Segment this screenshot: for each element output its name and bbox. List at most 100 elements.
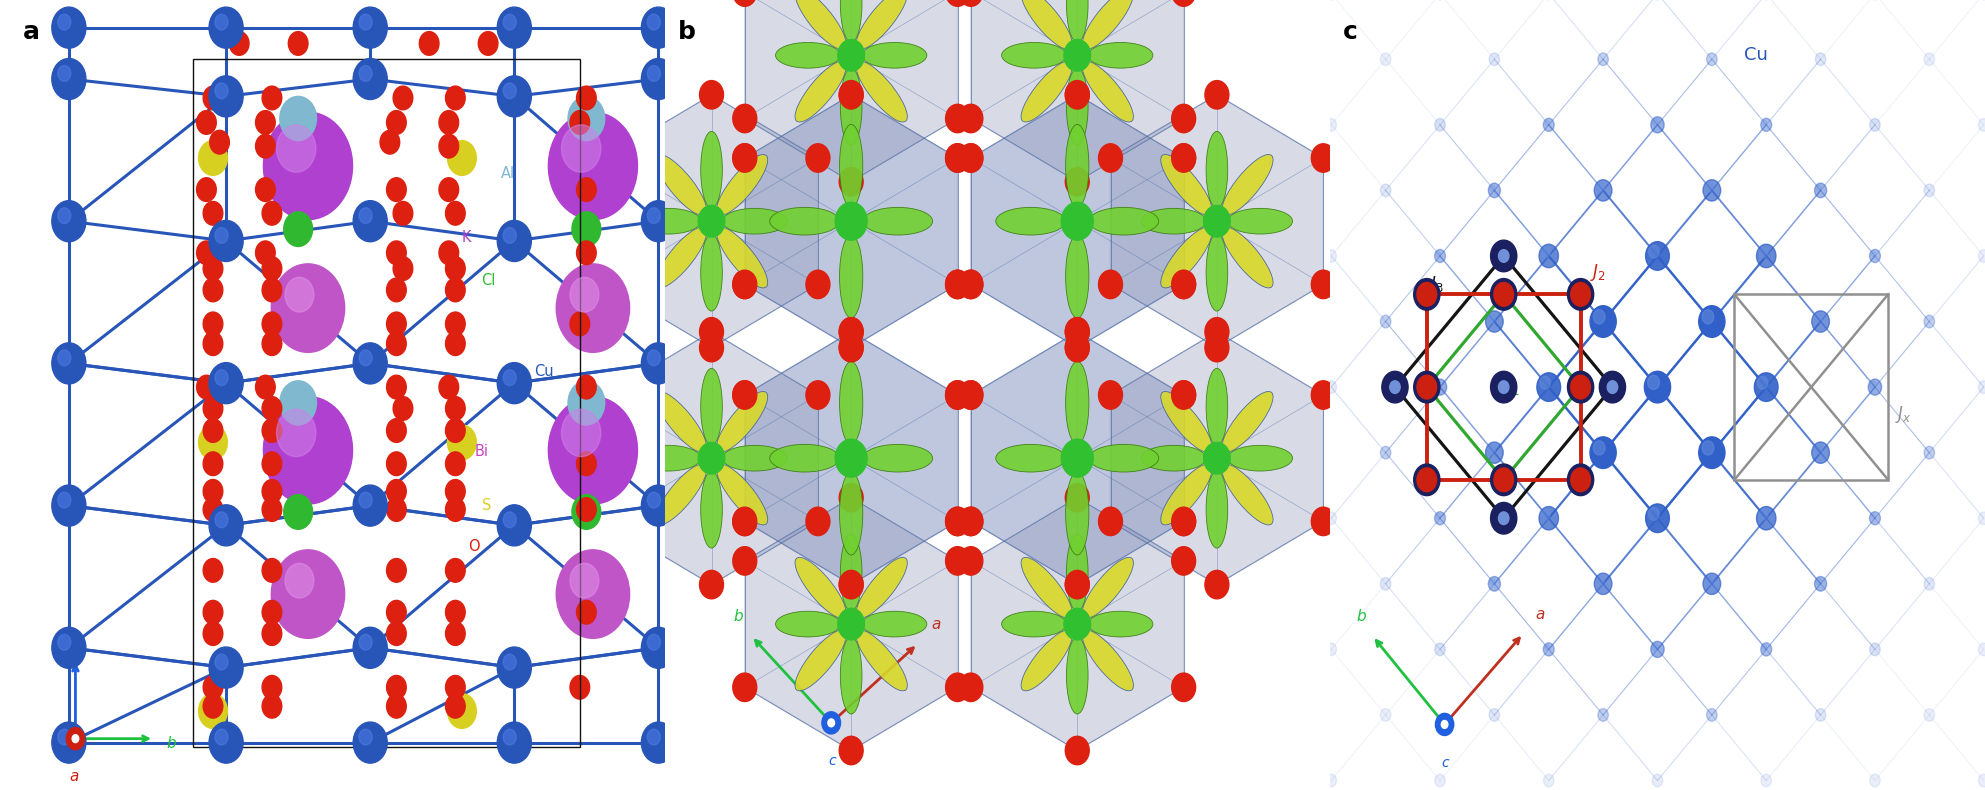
Circle shape xyxy=(208,722,242,763)
Text: $b$: $b$ xyxy=(732,608,744,624)
Circle shape xyxy=(256,178,276,201)
Circle shape xyxy=(1066,570,1090,599)
Circle shape xyxy=(806,270,830,299)
Ellipse shape xyxy=(794,0,846,50)
Circle shape xyxy=(445,559,464,582)
Circle shape xyxy=(1062,202,1094,240)
Circle shape xyxy=(1570,375,1590,399)
Circle shape xyxy=(276,125,316,172)
Text: Cl: Cl xyxy=(482,273,496,288)
Circle shape xyxy=(353,627,387,668)
Ellipse shape xyxy=(701,131,723,209)
Circle shape xyxy=(58,66,71,81)
Circle shape xyxy=(262,86,282,110)
Circle shape xyxy=(387,178,407,201)
Ellipse shape xyxy=(701,234,723,311)
Circle shape xyxy=(58,634,71,650)
Circle shape xyxy=(1646,504,1669,532)
Circle shape xyxy=(1312,270,1336,299)
Circle shape xyxy=(447,425,476,460)
Circle shape xyxy=(262,419,282,442)
Circle shape xyxy=(594,507,617,536)
Circle shape xyxy=(840,318,863,346)
Circle shape xyxy=(1435,643,1445,656)
Circle shape xyxy=(197,111,216,134)
Circle shape xyxy=(1868,379,1882,395)
Circle shape xyxy=(502,14,516,30)
Circle shape xyxy=(393,397,413,420)
Circle shape xyxy=(1066,736,1090,765)
Circle shape xyxy=(945,0,969,6)
Circle shape xyxy=(387,452,407,476)
Circle shape xyxy=(1499,512,1509,525)
Circle shape xyxy=(387,480,407,503)
Ellipse shape xyxy=(1207,471,1227,548)
Circle shape xyxy=(393,201,413,225)
Circle shape xyxy=(556,264,629,352)
Circle shape xyxy=(1650,507,1659,521)
Polygon shape xyxy=(971,498,1183,750)
Ellipse shape xyxy=(1066,68,1088,145)
Ellipse shape xyxy=(1090,207,1159,235)
Circle shape xyxy=(699,333,723,362)
Circle shape xyxy=(1326,512,1336,525)
Circle shape xyxy=(1648,375,1659,389)
Circle shape xyxy=(945,270,969,299)
Circle shape xyxy=(445,452,464,476)
Circle shape xyxy=(572,212,601,246)
Circle shape xyxy=(256,241,276,265)
Polygon shape xyxy=(744,95,957,348)
Ellipse shape xyxy=(1066,0,1088,43)
Circle shape xyxy=(498,363,532,404)
Ellipse shape xyxy=(1066,637,1088,714)
Circle shape xyxy=(1979,250,1985,262)
Ellipse shape xyxy=(861,611,927,637)
Circle shape xyxy=(1644,371,1671,403)
Circle shape xyxy=(1326,774,1336,787)
Circle shape xyxy=(445,332,464,356)
Circle shape xyxy=(198,694,228,728)
Circle shape xyxy=(1757,244,1777,268)
Circle shape xyxy=(502,370,516,386)
Circle shape xyxy=(1540,376,1550,389)
Circle shape xyxy=(1413,371,1439,403)
Circle shape xyxy=(1203,442,1231,474)
Circle shape xyxy=(1870,251,1876,257)
Circle shape xyxy=(1205,318,1229,346)
Circle shape xyxy=(1417,468,1437,491)
Circle shape xyxy=(208,505,242,546)
Circle shape xyxy=(568,96,605,141)
Circle shape xyxy=(1326,643,1336,656)
Circle shape xyxy=(959,144,983,172)
Circle shape xyxy=(1499,381,1509,393)
Circle shape xyxy=(641,722,675,763)
Ellipse shape xyxy=(1066,124,1090,207)
Ellipse shape xyxy=(655,392,707,453)
Circle shape xyxy=(1812,310,1830,333)
Ellipse shape xyxy=(717,155,768,216)
Circle shape xyxy=(1816,185,1822,191)
Ellipse shape xyxy=(717,464,768,525)
Circle shape xyxy=(1979,381,1985,393)
Circle shape xyxy=(647,492,661,508)
Circle shape xyxy=(1568,371,1594,403)
Circle shape xyxy=(1380,184,1391,197)
Circle shape xyxy=(1326,381,1336,393)
Circle shape xyxy=(1491,502,1517,534)
Circle shape xyxy=(276,409,316,457)
Circle shape xyxy=(1761,118,1773,131)
Circle shape xyxy=(1755,373,1779,401)
Circle shape xyxy=(208,7,242,48)
Circle shape xyxy=(262,694,282,718)
Circle shape xyxy=(822,712,840,734)
Text: $J_1$: $J_1$ xyxy=(1503,377,1521,397)
Circle shape xyxy=(1650,245,1659,258)
Text: $a$: $a$ xyxy=(69,769,79,784)
Circle shape xyxy=(202,278,222,302)
Ellipse shape xyxy=(840,235,863,318)
Circle shape xyxy=(1763,120,1767,126)
Circle shape xyxy=(445,694,464,718)
Circle shape xyxy=(272,550,345,638)
Circle shape xyxy=(1759,247,1769,258)
Circle shape xyxy=(1441,720,1447,728)
